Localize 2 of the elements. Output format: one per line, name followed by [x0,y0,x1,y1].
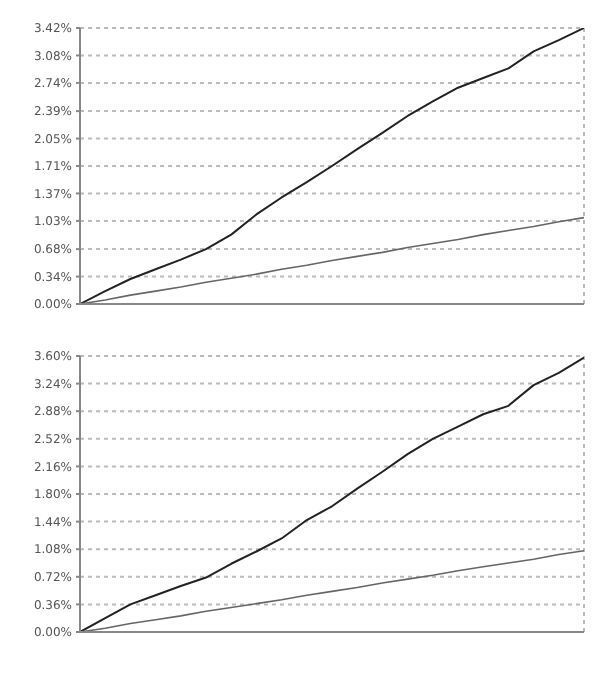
line-series [80,28,584,304]
line-series [80,356,584,632]
